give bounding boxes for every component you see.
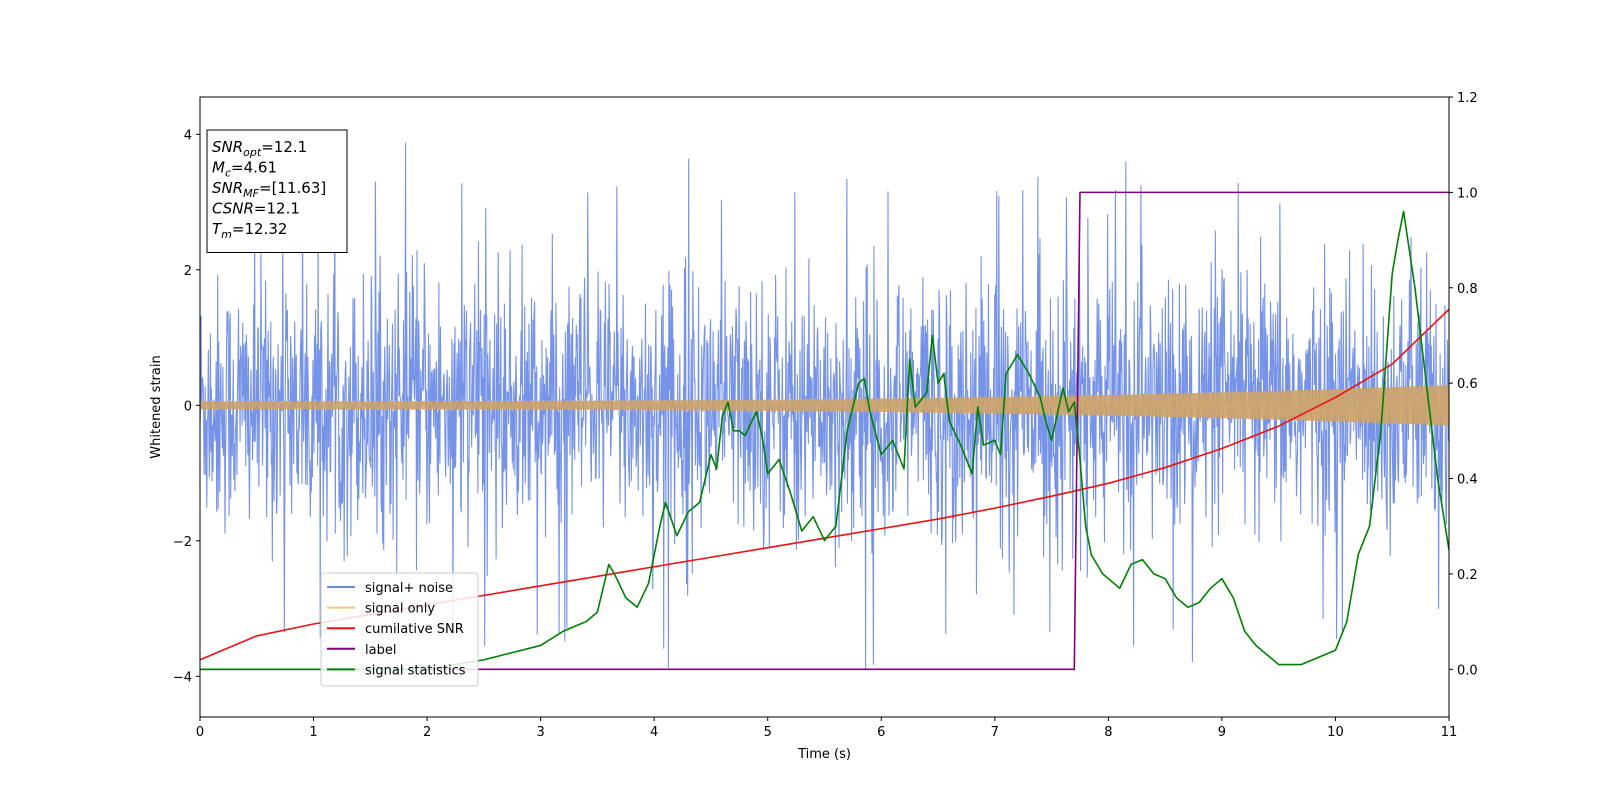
- x-tick-label: 7: [991, 725, 999, 740]
- y-left-tick-label: 0: [184, 399, 192, 414]
- x-tick-label: 10: [1327, 725, 1344, 740]
- annotation-subscript: m: [221, 228, 232, 241]
- annotation-value: =4.61: [231, 159, 277, 177]
- y-left-tick-label: −2: [173, 535, 192, 550]
- annotation-line: SNRMF=[11.63]: [212, 179, 326, 200]
- x-tick-label: 6: [877, 725, 885, 740]
- annotation-value: =12.1: [261, 138, 307, 156]
- annotation-value: =[11.63]: [259, 179, 326, 197]
- x-tick-label: 4: [650, 725, 658, 740]
- y-left-tick-label: 2: [184, 264, 192, 279]
- y-right-tick-label: 0.6: [1457, 377, 1478, 392]
- legend-frame: [320, 572, 479, 687]
- y-right-tick-label: 0.4: [1457, 473, 1478, 488]
- plot-frame: [199, 96, 1450, 718]
- y-right-tick-label: 0.8: [1457, 282, 1478, 297]
- ticks-layer: 0 1 2 3 4 5 6 7 8 9 10 11 −4 −2 0 2 4 0.0 0.2 0.4 0.6 0.8 1.0 1…: [173, 91, 1478, 740]
- annotation-subscript: opt: [243, 146, 262, 159]
- annotation-value: =12.1: [254, 200, 300, 218]
- annotation-subscript: MF: [243, 187, 259, 200]
- series-signal-statistics-line: [200, 210, 1449, 671]
- legend-entry-label: label: [365, 643, 396, 658]
- y-right-tick-label: 1.2: [1457, 91, 1478, 106]
- x-tick-label: 1: [309, 725, 317, 740]
- annotation-symbol: T: [212, 220, 223, 238]
- annotation-line: Mc=4.61: [212, 159, 277, 180]
- annotation-line: CSNR=12.1: [212, 200, 300, 218]
- y-axis-label: Whitened strain: [149, 355, 164, 458]
- series-signal-noise-line: [200, 142, 1449, 670]
- x-tick-label: 3: [536, 725, 544, 740]
- legend-entry-label: cumilative SNR: [365, 622, 464, 637]
- x-axis-label: Time (s): [797, 747, 851, 762]
- annotation-frame: [206, 129, 348, 253]
- annotation-line: Tm=12.32: [212, 220, 287, 241]
- legend-entry-label: signal statistics: [365, 663, 466, 678]
- y-left-tick-label: 4: [184, 128, 192, 143]
- legend-entry-label: signal only: [365, 602, 435, 617]
- x-tick-label: 5: [764, 725, 772, 740]
- annotation-symbol: M: [212, 159, 225, 177]
- x-tick-label: 8: [1104, 725, 1112, 740]
- y-right-tick-label: 0.2: [1457, 568, 1478, 583]
- x-tick-label: 0: [196, 725, 204, 740]
- annotation-subscript: c: [225, 167, 231, 180]
- annotation-symbol: SNR: [212, 179, 243, 197]
- legend: signal+ noise signal only cumilative SNR la…: [320, 572, 479, 687]
- y-right-tick-label: 1.0: [1457, 186, 1478, 201]
- x-tick-label: 9: [1218, 725, 1226, 740]
- annotation-box: SNRopt=12.1Mc=4.61SNRMF=[11.63]CSNR=12.1…: [206, 129, 348, 253]
- legend-entry-label: signal+ noise: [365, 581, 453, 596]
- x-tick-label: 11: [1441, 725, 1458, 740]
- x-tick-label: 2: [423, 725, 431, 740]
- annotation-symbol: CSNR: [212, 200, 254, 218]
- annotation-line: SNRopt=12.1: [212, 138, 307, 159]
- series-signal-only-envelope: [200, 384, 1449, 426]
- y-left-tick-label: −4: [173, 670, 192, 685]
- annotation-value: =12.32: [232, 220, 288, 238]
- y-right-tick-label: 0.0: [1457, 663, 1478, 678]
- annotation-symbol: SNR: [212, 138, 243, 156]
